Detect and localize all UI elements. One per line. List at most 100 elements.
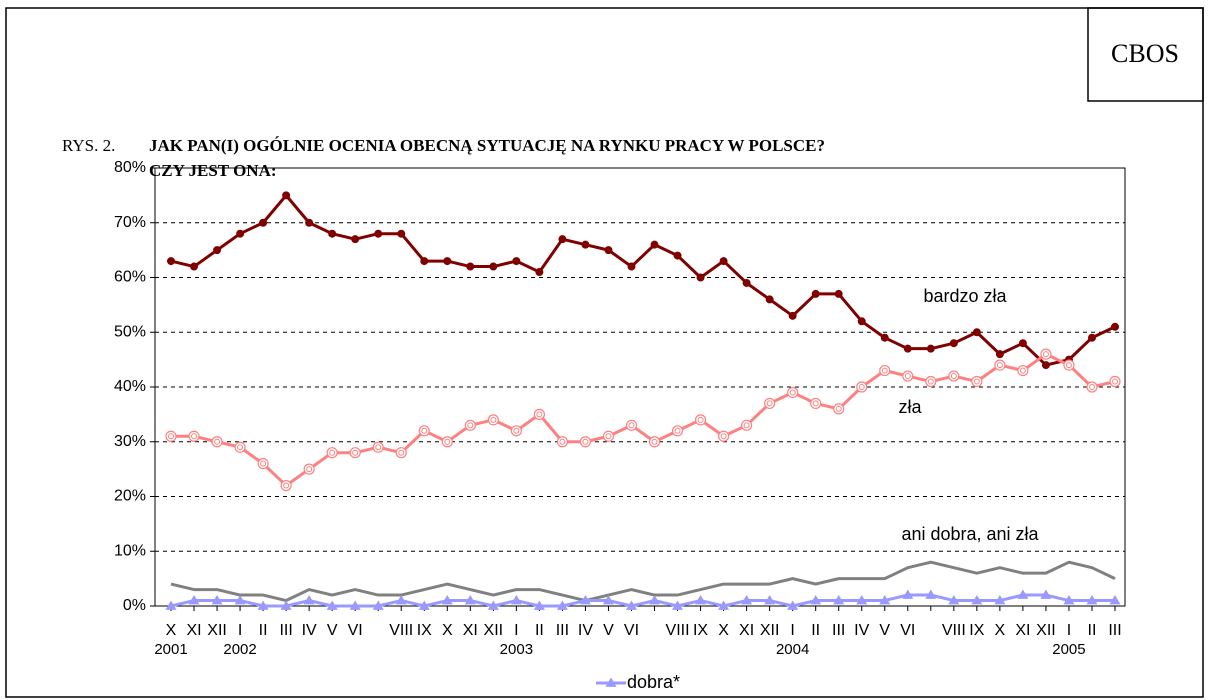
point bbox=[259, 218, 268, 227]
point bbox=[533, 408, 545, 420]
point bbox=[510, 595, 522, 605]
point bbox=[420, 257, 429, 266]
badge-box bbox=[1087, 7, 1204, 102]
point bbox=[211, 436, 223, 448]
point bbox=[441, 436, 453, 448]
x-tick-label: V bbox=[879, 622, 890, 639]
point-inner bbox=[674, 427, 681, 434]
point bbox=[971, 375, 983, 388]
point bbox=[1017, 589, 1029, 599]
point bbox=[810, 595, 822, 605]
y-tick-label: 80% bbox=[114, 159, 146, 176]
point bbox=[372, 600, 384, 610]
x-tick-label: IX bbox=[969, 622, 984, 639]
y-tick-label: 50% bbox=[114, 323, 146, 340]
point bbox=[211, 595, 223, 605]
point-inner bbox=[582, 438, 589, 445]
x-tick-label: XII bbox=[484, 622, 504, 639]
x-tick-label: X bbox=[442, 622, 453, 639]
point bbox=[879, 595, 891, 605]
point bbox=[1041, 361, 1050, 370]
point bbox=[1087, 333, 1096, 342]
point-inner bbox=[651, 438, 658, 445]
x-year-label: 2003 bbox=[500, 641, 533, 658]
point bbox=[856, 595, 868, 605]
legend-label: dobra* bbox=[627, 672, 680, 692]
point bbox=[741, 419, 753, 431]
point bbox=[672, 600, 684, 610]
point bbox=[995, 350, 1004, 359]
x-tick-label: XI bbox=[186, 622, 201, 639]
point bbox=[718, 600, 730, 610]
point bbox=[464, 595, 476, 605]
point bbox=[190, 262, 199, 271]
point bbox=[994, 595, 1006, 605]
point-inner bbox=[812, 400, 819, 407]
x-tick-label: I bbox=[514, 622, 518, 639]
series-line bbox=[170, 560, 1116, 603]
point-inner bbox=[490, 416, 497, 423]
y-tick-label: 70% bbox=[114, 214, 146, 231]
point bbox=[903, 344, 912, 353]
point-inner bbox=[1019, 367, 1026, 374]
point bbox=[257, 600, 269, 610]
point-inner bbox=[214, 438, 221, 445]
point bbox=[880, 333, 889, 342]
point bbox=[1111, 322, 1119, 331]
point bbox=[282, 191, 291, 200]
point bbox=[280, 600, 292, 610]
point bbox=[349, 447, 361, 459]
point bbox=[1063, 595, 1075, 605]
point bbox=[994, 359, 1006, 371]
point bbox=[602, 430, 615, 442]
series-line bbox=[170, 193, 1116, 367]
point-inner bbox=[743, 422, 750, 429]
point bbox=[556, 600, 568, 610]
x-tick-label: V bbox=[327, 622, 338, 639]
point bbox=[671, 425, 684, 437]
point bbox=[972, 328, 981, 337]
point-inner bbox=[1088, 384, 1095, 390]
point-inner bbox=[513, 427, 520, 434]
point bbox=[167, 257, 175, 266]
point bbox=[1017, 364, 1029, 377]
series-label: zła bbox=[898, 397, 922, 417]
point bbox=[374, 229, 383, 238]
point bbox=[1018, 339, 1027, 348]
point bbox=[395, 447, 407, 459]
point bbox=[649, 595, 661, 605]
point-inner bbox=[789, 389, 796, 396]
series-line bbox=[170, 593, 1115, 608]
point bbox=[696, 273, 705, 282]
x-tick-label: II bbox=[811, 622, 820, 639]
point bbox=[787, 386, 799, 399]
point bbox=[695, 595, 707, 605]
point bbox=[834, 289, 843, 298]
point bbox=[443, 257, 452, 266]
point bbox=[949, 339, 958, 348]
point-inner bbox=[835, 405, 842, 412]
x-tick-label: XI bbox=[1015, 622, 1030, 639]
point-inner bbox=[168, 433, 174, 440]
point bbox=[857, 317, 866, 326]
point bbox=[418, 600, 430, 610]
point-inner bbox=[628, 422, 635, 429]
point bbox=[811, 289, 820, 298]
point-inner bbox=[973, 378, 980, 385]
point bbox=[1040, 348, 1052, 360]
point bbox=[926, 344, 935, 353]
series-label: ani dobra, ani zła bbox=[901, 524, 1039, 544]
point bbox=[581, 240, 590, 249]
point bbox=[165, 430, 177, 442]
x-tick-label: III bbox=[1108, 622, 1121, 639]
point bbox=[879, 364, 891, 377]
point bbox=[742, 278, 751, 287]
x-tick-label: XI bbox=[463, 622, 478, 639]
point bbox=[326, 600, 338, 610]
x-tick-label: II bbox=[535, 622, 544, 639]
point bbox=[556, 436, 569, 448]
x-tick-label: III bbox=[556, 622, 569, 639]
x-year-label: 2002 bbox=[223, 641, 256, 658]
point-inner bbox=[1065, 362, 1072, 369]
y-tick-label: 10% bbox=[114, 542, 146, 559]
